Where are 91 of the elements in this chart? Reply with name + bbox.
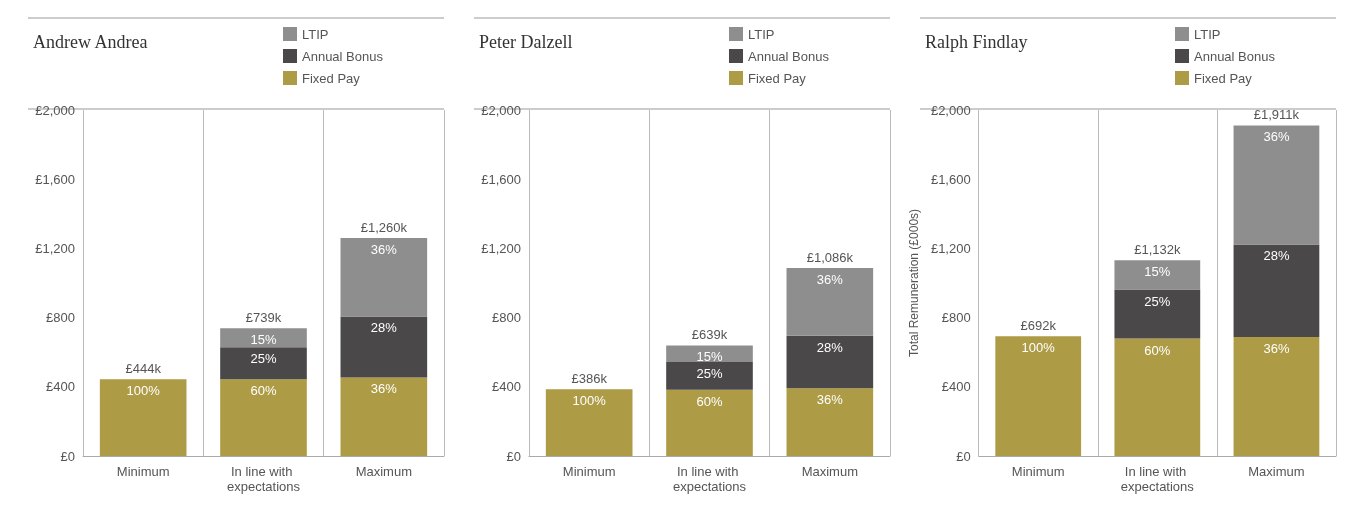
total-label: £1,132k bbox=[1134, 242, 1181, 258]
x-tick-label: In line with expectations bbox=[673, 464, 747, 494]
total-label: £692k bbox=[1020, 318, 1057, 334]
bar bbox=[340, 238, 428, 317]
annotation: 36% bbox=[816, 392, 844, 408]
x-tick-label: Maximum bbox=[1248, 464, 1305, 479]
bar bbox=[220, 347, 307, 380]
bar bbox=[666, 362, 753, 390]
annotation: 25% bbox=[1144, 293, 1171, 309]
legend-label: Annual Bonus bbox=[1194, 48, 1276, 64]
annotation: 60% bbox=[1144, 342, 1171, 358]
y-tick-label: £0 bbox=[956, 448, 971, 464]
annotation: 36% bbox=[1263, 340, 1290, 356]
x-tick-label: Minimum bbox=[116, 464, 170, 479]
total-label: £386k bbox=[571, 371, 608, 387]
total-label: £739k bbox=[245, 310, 282, 326]
legend-label: Fixed Pay bbox=[302, 70, 361, 86]
y-tick-label: £0 bbox=[506, 448, 521, 464]
legend-label: Annual Bonus bbox=[748, 48, 830, 64]
y-tick-label: £1,200 bbox=[481, 240, 521, 256]
bar bbox=[1114, 289, 1201, 339]
annotation: 25% bbox=[250, 351, 277, 367]
bar bbox=[666, 389, 753, 456]
x-tick-label: In line with expectations bbox=[227, 464, 301, 494]
total-label: £1,911k bbox=[1253, 107, 1300, 123]
y-tick-label: £400 bbox=[941, 379, 971, 395]
annotation: 100% bbox=[572, 393, 607, 409]
bar bbox=[1114, 338, 1201, 456]
annotation: 60% bbox=[696, 393, 723, 409]
x-tick-label: Minimum bbox=[1011, 464, 1065, 479]
annotation: 25% bbox=[696, 366, 723, 382]
bar bbox=[666, 345, 753, 363]
y-tick-label: £1,200 bbox=[930, 240, 971, 256]
annotation: 15% bbox=[696, 349, 723, 365]
annotation: 28% bbox=[370, 320, 398, 336]
x-tick-label: In line with expectations bbox=[1120, 464, 1195, 494]
annotation: 100% bbox=[126, 383, 161, 399]
annotation: 36% bbox=[816, 272, 844, 288]
x-tick-label: Minimum bbox=[562, 464, 616, 479]
bar bbox=[545, 389, 633, 456]
bar bbox=[1233, 125, 1320, 245]
legend-label: LTIP bbox=[748, 26, 775, 42]
y-tick-label: £2,000 bbox=[481, 102, 521, 118]
annotation: 36% bbox=[370, 381, 398, 397]
y-tick-label: £2,000 bbox=[930, 102, 971, 118]
bar bbox=[340, 377, 428, 456]
annotation: 36% bbox=[370, 242, 398, 258]
y-tick-label: £2,000 bbox=[35, 102, 75, 118]
x-tick-label: Maximum bbox=[801, 464, 859, 479]
bar bbox=[1233, 336, 1320, 456]
y-tick-label: £800 bbox=[941, 310, 971, 326]
annotation: 15% bbox=[250, 332, 277, 348]
annotation: 36% bbox=[1263, 129, 1290, 145]
bar bbox=[786, 388, 874, 456]
chart-title: Peter Dalzell bbox=[479, 32, 573, 52]
legend-label: Fixed Pay bbox=[748, 70, 807, 86]
legend-label: Annual Bonus bbox=[302, 48, 384, 64]
chart-title: Andrew Andrea bbox=[33, 32, 148, 52]
bar bbox=[995, 336, 1082, 456]
x-tick-label: Maximum bbox=[355, 464, 413, 479]
legend-label: LTIP bbox=[302, 26, 329, 42]
annotation: 28% bbox=[1263, 248, 1290, 264]
y-tick-label: £400 bbox=[492, 379, 521, 395]
total-label: £1,260k bbox=[360, 220, 408, 236]
y-tick-label: £1,600 bbox=[35, 171, 75, 187]
y-tick-label: £800 bbox=[492, 310, 521, 326]
legend-label: Fixed Pay bbox=[1194, 70, 1253, 86]
y-tick-label: £1,600 bbox=[930, 171, 971, 187]
bar bbox=[1114, 260, 1201, 290]
y-tick-label: £400 bbox=[46, 379, 75, 395]
annotation: 15% bbox=[1144, 264, 1171, 280]
annotation: 100% bbox=[1021, 340, 1056, 356]
bar bbox=[220, 328, 307, 348]
bar bbox=[99, 379, 187, 456]
y-tick-label: £1,200 bbox=[35, 240, 75, 256]
bar bbox=[340, 316, 428, 378]
bar bbox=[786, 335, 874, 389]
y-tick-label: £0 bbox=[60, 448, 75, 464]
y-axis-title: Total Remuneration (£000s) bbox=[907, 208, 921, 358]
total-label: £444k bbox=[125, 361, 162, 377]
annotation: 60% bbox=[250, 383, 277, 399]
y-tick-label: £800 bbox=[46, 310, 75, 326]
bar bbox=[1233, 244, 1320, 337]
y-tick-label: £1,600 bbox=[481, 171, 521, 187]
legend-label: LTIP bbox=[1194, 26, 1221, 42]
annotation: 28% bbox=[816, 339, 844, 355]
total-label: £639k bbox=[691, 327, 728, 343]
bar bbox=[220, 379, 307, 456]
total-label: £1,086k bbox=[806, 250, 854, 266]
bar bbox=[786, 268, 874, 336]
chart-title: Ralph Findlay bbox=[925, 32, 1028, 52]
